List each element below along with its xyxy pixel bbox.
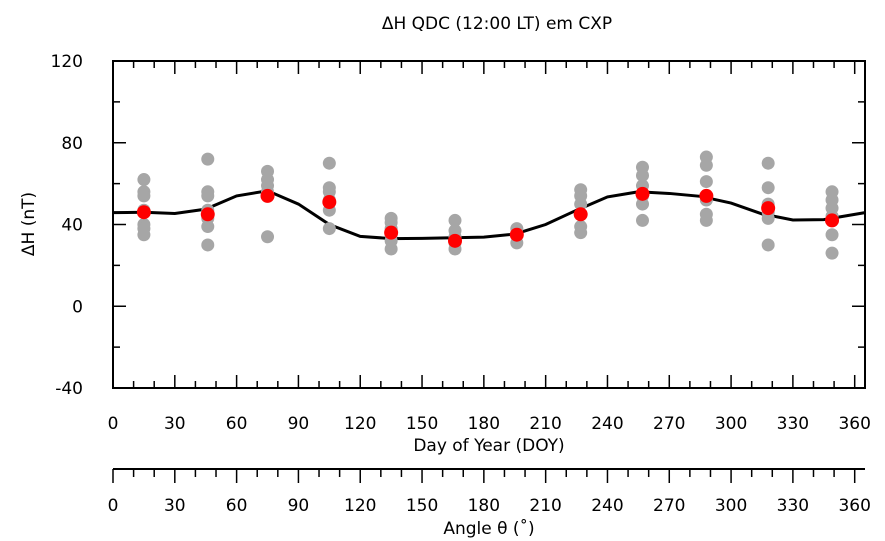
red-point bbox=[573, 207, 588, 222]
red-point bbox=[260, 188, 275, 203]
red-point bbox=[384, 225, 399, 240]
x-tick-label: 210 bbox=[529, 414, 561, 434]
chart-title: ΔH QDC (12:00 LT) em CXP bbox=[382, 14, 612, 34]
secondary-x-tick-label: 300 bbox=[715, 496, 747, 516]
secondary-x-tick-label: 180 bbox=[468, 496, 500, 516]
gray-point bbox=[201, 238, 215, 252]
gray-point bbox=[322, 156, 336, 170]
gray-point bbox=[699, 213, 713, 227]
secondary-x-tick-label: 210 bbox=[529, 496, 561, 516]
red-point bbox=[136, 205, 151, 220]
gray-point bbox=[699, 175, 713, 189]
red-point bbox=[699, 188, 714, 203]
red-point bbox=[200, 207, 215, 222]
x-tick-label: 270 bbox=[653, 414, 685, 434]
gray-point bbox=[574, 197, 588, 211]
secondary-x-axis-title: Angle θ (˚) bbox=[443, 518, 534, 539]
secondary-x-tick-label: 90 bbox=[288, 496, 310, 516]
red-point bbox=[509, 227, 524, 242]
gray-point bbox=[761, 211, 775, 225]
secondary-x-tick-label: 0 bbox=[108, 496, 119, 516]
gray-point bbox=[825, 228, 839, 242]
gray-point bbox=[635, 197, 649, 211]
secondary-x-tick-label: 60 bbox=[226, 496, 248, 516]
red-point bbox=[322, 195, 337, 210]
gray-point bbox=[761, 181, 775, 195]
plot-border bbox=[112, 60, 866, 389]
x-tick-label: 330 bbox=[777, 414, 809, 434]
red-point bbox=[448, 233, 463, 248]
red-point bbox=[761, 201, 776, 216]
secondary-x-tick-label: 150 bbox=[406, 496, 438, 516]
secondary-x-tick-label: 360 bbox=[838, 496, 870, 516]
gray-point bbox=[635, 213, 649, 227]
x-axis-title: Day of Year (DOY) bbox=[413, 436, 564, 456]
secondary-x-tick-label: 30 bbox=[164, 496, 186, 516]
tick-marks bbox=[112, 60, 865, 483]
secondary-x-tick-label: 120 bbox=[344, 496, 376, 516]
y-tick-label: 0 bbox=[72, 297, 83, 317]
data-points-layer bbox=[136, 150, 840, 260]
x-tick-label: 90 bbox=[288, 414, 310, 434]
y-tick-label: 40 bbox=[61, 216, 83, 236]
gray-point bbox=[137, 189, 151, 203]
fit-curve-layer bbox=[112, 189, 866, 241]
y-tick-label: 120 bbox=[51, 52, 83, 72]
x-tick-label: 0 bbox=[108, 414, 119, 434]
fit-curve bbox=[112, 189, 866, 241]
gray-point bbox=[635, 168, 649, 182]
red-point bbox=[825, 213, 840, 228]
x-tick-label: 120 bbox=[344, 414, 376, 434]
x-tick-label: 150 bbox=[406, 414, 438, 434]
x-tick-label: 30 bbox=[164, 414, 186, 434]
x-tick-label: 300 bbox=[715, 414, 747, 434]
secondary-x-tick-label: 240 bbox=[591, 496, 623, 516]
gray-point bbox=[825, 246, 839, 260]
secondary-x-tick-label: 270 bbox=[653, 496, 685, 516]
gray-point bbox=[137, 228, 151, 242]
gray-point bbox=[201, 220, 215, 234]
gray-point bbox=[699, 158, 713, 172]
red-point bbox=[635, 186, 650, 201]
gray-point bbox=[201, 152, 215, 166]
x-tick-label: 240 bbox=[591, 414, 623, 434]
y-axis-title: ΔH (nT) bbox=[19, 192, 39, 256]
gray-point bbox=[574, 226, 588, 240]
gray-point bbox=[137, 173, 151, 187]
x-tick-label: 60 bbox=[226, 414, 248, 434]
gray-point bbox=[448, 213, 462, 227]
x-tick-label: 360 bbox=[838, 414, 870, 434]
plot-frame bbox=[112, 60, 866, 389]
x-tick-label: 180 bbox=[468, 414, 500, 434]
gray-point bbox=[261, 230, 275, 244]
secondary-x-tick-label: 330 bbox=[777, 496, 809, 516]
y-tick-label: -40 bbox=[55, 379, 83, 399]
gray-point bbox=[322, 222, 336, 236]
gray-point bbox=[384, 242, 398, 256]
tick-labels-layer: 0 30 60 90 120 150 180 210 240 270 300 330 360-40040… bbox=[51, 52, 871, 516]
gray-point bbox=[201, 189, 215, 203]
y-tick-label: 80 bbox=[61, 134, 83, 154]
gray-point bbox=[761, 156, 775, 170]
gray-point bbox=[761, 238, 775, 252]
